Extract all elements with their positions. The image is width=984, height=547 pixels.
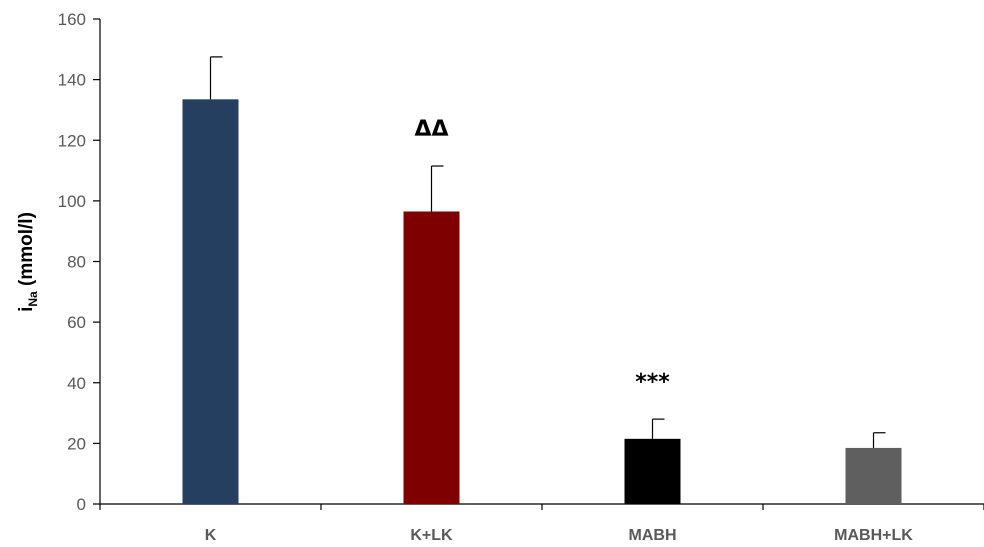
y-tick-label: 160 bbox=[58, 10, 86, 29]
y-tick-label: 120 bbox=[58, 131, 86, 150]
y-tick-label: 60 bbox=[67, 313, 86, 332]
y-tick-label: 40 bbox=[67, 374, 86, 393]
y-tick-label: 140 bbox=[58, 71, 86, 90]
x-tick-label: MABH+LK bbox=[834, 527, 913, 544]
x-tick-label: K bbox=[205, 527, 217, 544]
significance-label: *** bbox=[635, 370, 670, 395]
y-tick-label: 80 bbox=[67, 253, 86, 272]
x-axis bbox=[99, 503, 984, 510]
significance-label: ΔΔ bbox=[414, 117, 448, 142]
y-tick-label: 100 bbox=[58, 192, 86, 211]
bar bbox=[182, 99, 239, 504]
y-axis-label: iNa (mmol/l) bbox=[16, 212, 40, 312]
y-tick-label: 20 bbox=[67, 434, 86, 453]
bar bbox=[845, 447, 902, 504]
y-tick-label: 0 bbox=[77, 495, 86, 514]
bar bbox=[624, 438, 681, 504]
bar bbox=[403, 211, 460, 504]
y-axis: 0 20 40 60 80 100 120 140 160 bbox=[58, 10, 101, 514]
labels: K K+LK ΔΔ MABH *** MABH+LK bbox=[205, 117, 914, 544]
bars bbox=[182, 56, 902, 504]
x-tick-label: K+LK bbox=[410, 527, 453, 544]
x-tick-label: MABH bbox=[629, 527, 677, 544]
